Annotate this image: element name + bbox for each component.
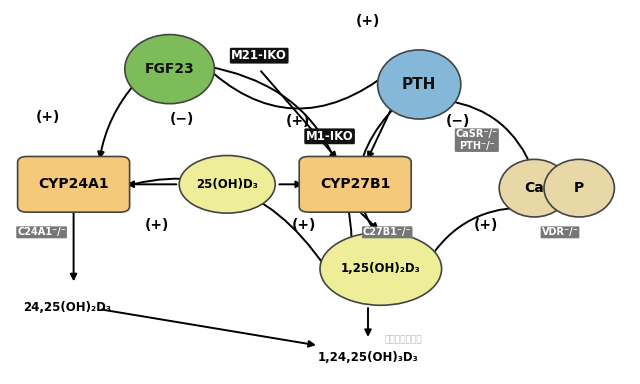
Ellipse shape (378, 50, 461, 119)
Text: (+): (+) (36, 110, 60, 124)
Text: M21-IKO: M21-IKO (231, 49, 287, 62)
Text: Ca: Ca (525, 181, 544, 195)
Text: PTH: PTH (402, 77, 436, 92)
Text: 25(OH)D₃: 25(OH)D₃ (196, 178, 258, 191)
Text: 中国生物技术网: 中国生物技术网 (385, 335, 422, 344)
FancyBboxPatch shape (300, 157, 412, 212)
Text: CYP27B1: CYP27B1 (320, 177, 390, 191)
Text: (+): (+) (356, 14, 380, 28)
Ellipse shape (499, 159, 570, 217)
Ellipse shape (320, 232, 442, 305)
Text: (+): (+) (292, 218, 316, 232)
Text: (−): (−) (170, 112, 195, 126)
Text: CYP24A1: CYP24A1 (38, 177, 109, 191)
Ellipse shape (179, 156, 275, 213)
Text: 24,25(OH)₂D₃: 24,25(OH)₂D₃ (23, 301, 111, 314)
Text: C27B1⁻/⁻: C27B1⁻/⁻ (363, 227, 412, 237)
Text: 1,25(OH)₂D₃: 1,25(OH)₂D₃ (341, 262, 420, 275)
Text: 1,24,25(OH)₃D₃: 1,24,25(OH)₃D₃ (317, 351, 419, 364)
Text: (+): (+) (145, 218, 169, 232)
Text: (+): (+) (474, 218, 499, 232)
Text: P: P (574, 181, 584, 195)
Text: (−): (−) (445, 114, 470, 128)
Text: (+): (+) (285, 114, 310, 128)
FancyBboxPatch shape (18, 157, 130, 212)
Ellipse shape (544, 159, 614, 217)
Ellipse shape (125, 35, 214, 104)
Text: M1-IKO: M1-IKO (306, 130, 353, 143)
Text: FGF23: FGF23 (145, 62, 195, 76)
Text: VDR⁻/⁻: VDR⁻/⁻ (541, 227, 579, 237)
Text: C24A1⁻/⁻: C24A1⁻/⁻ (17, 227, 66, 237)
Text: CaSR⁻/⁻
PTH⁻/⁻: CaSR⁻/⁻ PTH⁻/⁻ (456, 129, 498, 151)
